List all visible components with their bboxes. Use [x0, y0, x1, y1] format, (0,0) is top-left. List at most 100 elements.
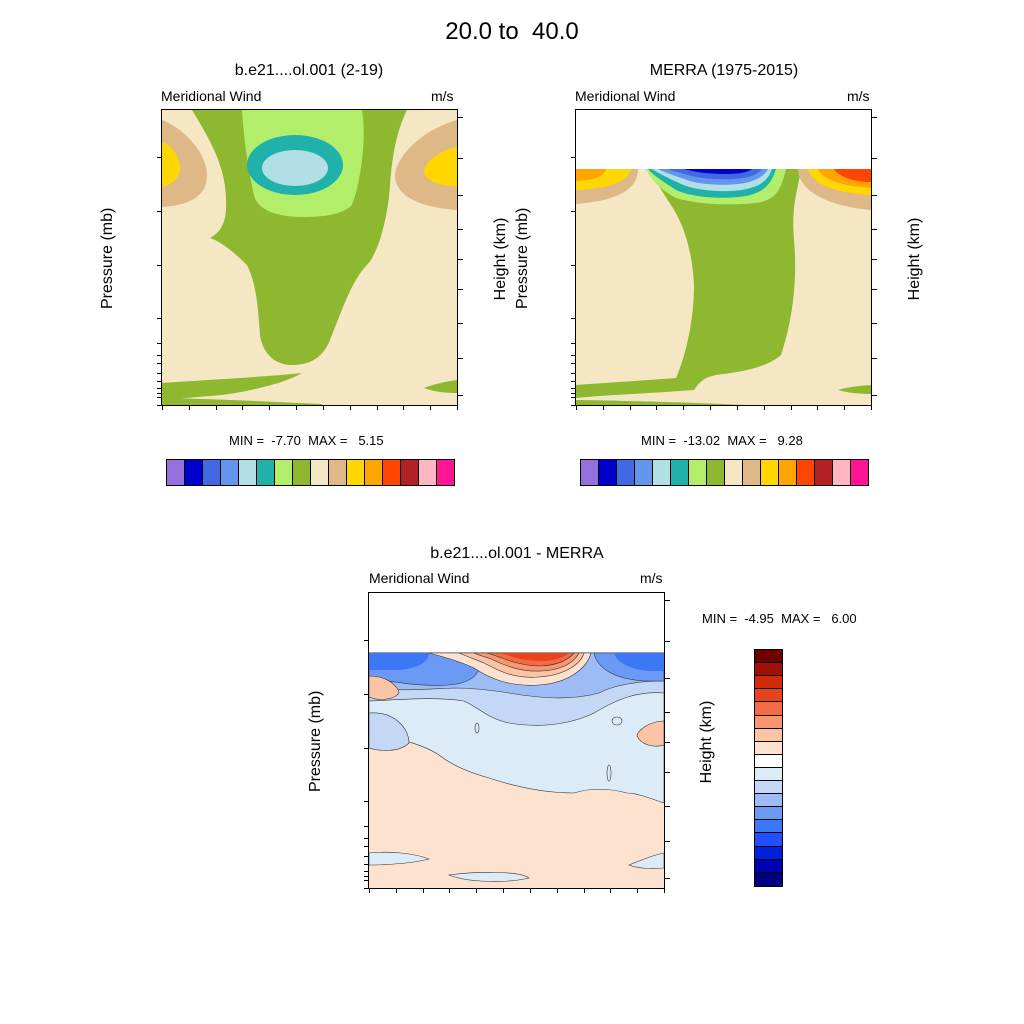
pressure-tick — [157, 157, 162, 158]
height-tick — [457, 158, 463, 159]
height-tick — [871, 158, 877, 159]
pressure-tick — [571, 318, 576, 319]
pressure-tick — [157, 397, 162, 398]
pressure-tick — [571, 381, 576, 382]
x-tick — [350, 405, 351, 410]
pressure-tick — [571, 211, 576, 212]
colorbar-cell — [166, 459, 185, 486]
panel-2-ylabel-left: Pressure (mb) — [514, 207, 531, 309]
p3-contour-blob-3 — [611, 716, 623, 726]
height-tick — [871, 358, 877, 359]
pressure-tick — [157, 363, 162, 364]
colorbar-cell — [754, 872, 783, 887]
x-tick — [476, 888, 477, 893]
x-tick — [844, 405, 845, 410]
height-tick — [871, 323, 877, 324]
colorbar-cell — [580, 459, 599, 486]
pressure-tick — [157, 318, 162, 319]
pressure-tick — [364, 880, 369, 881]
x-tick — [269, 405, 270, 410]
height-tick — [457, 117, 463, 118]
p3-missing-data — [369, 593, 664, 653]
p3-lightblue-bottom-2 — [447, 872, 530, 882]
pressure-tick — [571, 393, 576, 394]
colorbar-cell — [382, 459, 401, 486]
height-tick — [871, 195, 877, 196]
pressure-tick — [364, 694, 369, 695]
x-tick — [530, 888, 531, 893]
p1-yellow-left — [162, 142, 180, 187]
p2-orange-left — [576, 169, 606, 181]
p3-blue3-left — [369, 653, 429, 671]
x-tick — [576, 405, 577, 410]
x-tick — [369, 888, 370, 893]
height-tick — [664, 841, 670, 842]
panel-2-units: m/s — [847, 88, 870, 104]
pressure-tick — [364, 801, 369, 802]
p1-paleblue-region — [262, 150, 328, 186]
colorbar-cell — [706, 459, 725, 486]
colorbar-cell — [760, 459, 779, 486]
pressure-tick — [571, 405, 576, 406]
x-tick — [764, 405, 765, 410]
p1-yellow-right — [424, 147, 457, 186]
p2-green-bottom-strip — [576, 400, 746, 405]
colorbar-cell — [652, 459, 671, 486]
panel-1-ylabel-left: Pressure (mb) — [99, 207, 116, 309]
x-tick — [296, 405, 297, 410]
pressure-tick — [157, 355, 162, 356]
x-tick — [664, 888, 665, 893]
pressure-tick — [571, 343, 576, 344]
x-tick — [817, 405, 818, 410]
height-tick — [664, 772, 670, 773]
x-tick — [162, 405, 163, 410]
p3-warm-region-5 — [499, 653, 569, 661]
panel-1-plot — [162, 110, 457, 405]
p2-green-bottom-right — [838, 385, 871, 394]
panel-1-title: b.e21....ol.001 (2-19) — [234, 62, 384, 79]
pressure-tick — [157, 393, 162, 394]
panel-3-ylabel-left: Pressure (mb) — [307, 690, 324, 792]
panel-3-units: m/s — [640, 570, 663, 586]
colorbar-cell — [616, 459, 635, 486]
pressure-tick — [157, 388, 162, 389]
colorbar-cell — [310, 459, 329, 486]
x-tick — [377, 405, 378, 410]
panel-1-stats: MIN = -7.70 MAX = 5.15 — [229, 433, 384, 448]
pressure-tick — [571, 388, 576, 389]
p1-green-bottom-strip — [162, 398, 322, 405]
colorbar-cell — [742, 459, 761, 486]
colorbar-cell — [292, 459, 311, 486]
colorbar-cell — [202, 459, 221, 486]
colorbar-cell — [220, 459, 239, 486]
colorbar-cell — [814, 459, 833, 486]
x-tick — [656, 405, 657, 410]
panel-2-ylabel-right: Height (km) — [906, 217, 923, 301]
pressure-tick — [364, 888, 369, 889]
height-tick — [457, 395, 463, 396]
pressure-tick — [157, 265, 162, 266]
x-tick — [584, 888, 585, 893]
p2-red-right — [834, 169, 871, 182]
panel-3-ylabel-right: Height (km) — [698, 700, 715, 784]
pressure-tick — [157, 343, 162, 344]
height-tick — [664, 806, 670, 807]
colorbar-cell — [328, 459, 347, 486]
height-tick — [871, 117, 877, 118]
colorbar-cell — [724, 459, 743, 486]
x-tick — [630, 405, 631, 410]
x-tick — [603, 405, 604, 410]
colorbar-cell — [796, 459, 815, 486]
colorbar-cell — [436, 459, 455, 486]
p2-blue-region — [684, 169, 752, 174]
height-tick — [871, 259, 877, 260]
colorbar-cell — [346, 459, 365, 486]
pressure-tick — [364, 876, 369, 877]
height-tick — [664, 600, 670, 601]
panel-3-title: b.e21....ol.001 - MERRA — [430, 545, 604, 562]
height-tick — [457, 323, 463, 324]
colorbar-cell — [832, 459, 851, 486]
height-tick — [664, 742, 670, 743]
panel-3-plot — [369, 593, 664, 888]
x-tick — [216, 405, 217, 410]
